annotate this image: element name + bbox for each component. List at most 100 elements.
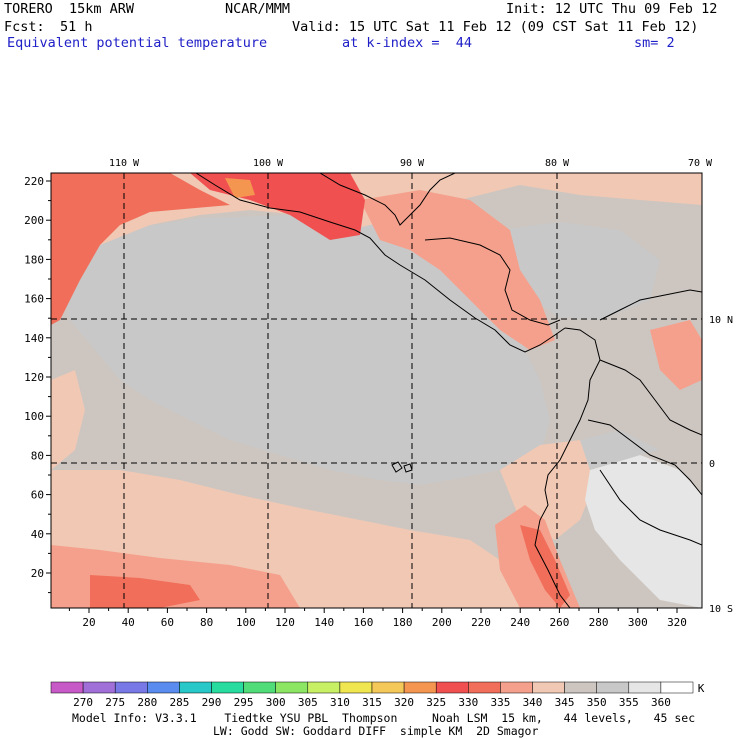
forecast-label: Fcst: bbox=[4, 19, 45, 35]
plot-frame bbox=[50, 172, 703, 609]
latitude-label: 10 N bbox=[709, 315, 733, 326]
x-tick-label: 140 bbox=[314, 616, 334, 629]
field-region-360-land bbox=[585, 455, 702, 608]
colorbar-swatch bbox=[211, 681, 244, 694]
longitude-label: 90 W bbox=[400, 158, 425, 169]
colorbar-swatch bbox=[307, 681, 341, 694]
colorbar-swatch bbox=[275, 681, 309, 694]
colorbar-swatch bbox=[596, 681, 630, 694]
colorbar-label: 285 bbox=[169, 696, 189, 709]
y-tick-label: 100 bbox=[24, 410, 44, 423]
y-axis-ticks: 220 200 180 160 140 120 100 80 60 40 20 bbox=[24, 175, 51, 594]
model-info-line2: LW: Godd SW: Goddard DIFF simple KM 2D S… bbox=[213, 724, 539, 738]
x-tick-label: 240 bbox=[510, 616, 530, 629]
latitude-labels: 10 N 0 10 S bbox=[709, 315, 733, 615]
colorbar-swatch bbox=[114, 681, 148, 694]
colorbar-label: 355 bbox=[619, 696, 639, 709]
organization-label: NCAR/MMM bbox=[225, 1, 291, 17]
x-axis-ticks: 20 40 60 80 100 120 140 160 180 200 220 240 260 280 30… bbox=[68, 608, 687, 629]
longitude-label: 100 W bbox=[253, 158, 284, 169]
colorbar-swatch bbox=[532, 681, 565, 694]
colorbar-label: 360 bbox=[651, 696, 671, 709]
field-region-325-mexico bbox=[225, 178, 255, 198]
y-tick-label: 120 bbox=[24, 371, 44, 384]
smoothing-label: sm= 2 bbox=[634, 35, 675, 51]
x-tick-label: 120 bbox=[275, 616, 295, 629]
y-tick-label: 20 bbox=[31, 567, 44, 580]
colorbar-label: 345 bbox=[555, 696, 575, 709]
colorbar-swatch bbox=[500, 681, 533, 694]
x-tick-label: 20 bbox=[82, 616, 95, 629]
y-tick-label: 80 bbox=[31, 449, 44, 462]
colombia-border bbox=[599, 359, 702, 436]
coastlines bbox=[195, 173, 702, 608]
x-tick-label: 320 bbox=[667, 616, 687, 629]
colorbar-label: 305 bbox=[298, 696, 318, 709]
colorbar-label: 290 bbox=[202, 696, 222, 709]
colorbar-label: 350 bbox=[587, 696, 607, 709]
peru-border bbox=[599, 469, 702, 546]
x-tick-label: 260 bbox=[549, 616, 569, 629]
ecuador-border bbox=[587, 419, 702, 496]
colorbar-label: 310 bbox=[330, 696, 350, 709]
colorbar-swatch bbox=[628, 681, 662, 694]
x-tick-label: 160 bbox=[353, 616, 373, 629]
y-tick-label: 180 bbox=[24, 253, 44, 266]
colorbar-swatch bbox=[179, 681, 212, 694]
colorbar-swatch bbox=[82, 681, 116, 694]
x-tick-label: 180 bbox=[393, 616, 413, 629]
colorbar: 270 275 280 285 290 295 300 305 310 315 320 325 330 3… bbox=[50, 681, 705, 709]
colorbar-swatch bbox=[243, 681, 276, 694]
field-region-340-east bbox=[650, 320, 702, 390]
y-tick-label: 220 bbox=[24, 175, 44, 188]
colorbar-label: 335 bbox=[490, 696, 510, 709]
x-tick-label: 100 bbox=[236, 616, 256, 629]
x-tick-label: 60 bbox=[161, 616, 174, 629]
lat-lon-grid bbox=[51, 173, 702, 608]
colorbar-swatch bbox=[50, 681, 84, 694]
colorbar-label: 320 bbox=[394, 696, 414, 709]
field-region-350b bbox=[500, 222, 660, 320]
colorbar-swatch bbox=[435, 681, 469, 694]
colorbar-swatch bbox=[147, 681, 180, 694]
y-tick-label: 60 bbox=[31, 489, 44, 502]
x-tick-label: 220 bbox=[471, 616, 491, 629]
field-region-340-central-america bbox=[360, 190, 555, 350]
central-america-caribbean-coast bbox=[424, 237, 561, 326]
colorbar-label: 270 bbox=[73, 696, 93, 709]
level-label: at k-index = 44 bbox=[342, 35, 473, 51]
latitude-label: 10 S bbox=[709, 604, 733, 615]
longitude-label: 110 W bbox=[109, 158, 140, 169]
model-info-line1: Model Info: V3.3.1 Tiedtke YSU PBL Thomp… bbox=[72, 711, 696, 725]
forecast-hours: 51 h bbox=[60, 19, 93, 35]
x-tick-label: 40 bbox=[122, 616, 135, 629]
colorbar-label: 325 bbox=[426, 696, 446, 709]
longitude-label: 80 W bbox=[545, 158, 570, 169]
field-region-355-land bbox=[580, 430, 660, 470]
field-region-345-west bbox=[51, 370, 85, 470]
longitude-labels: 110 W 100 W 90 W 80 W 70 W bbox=[109, 158, 713, 169]
field-region-335-northwest bbox=[51, 173, 230, 325]
x-tick-label: 80 bbox=[200, 616, 213, 629]
colorbar-label: 300 bbox=[266, 696, 286, 709]
colombia-coastline bbox=[534, 327, 601, 608]
colorbar-swatch bbox=[403, 681, 437, 694]
field-region-335-southwest bbox=[90, 575, 200, 608]
x-tick-label: 300 bbox=[628, 616, 648, 629]
longitude-label: 70 W bbox=[688, 158, 713, 169]
y-tick-label: 200 bbox=[24, 214, 44, 227]
colorbar-swatch bbox=[660, 681, 694, 694]
venezuela-coastline bbox=[599, 289, 702, 321]
x-tick-label: 200 bbox=[432, 616, 452, 629]
colorbar-label: 330 bbox=[458, 696, 478, 709]
y-tick-label: 40 bbox=[31, 528, 44, 541]
theta-e-field bbox=[51, 173, 702, 608]
colorbar-unit: K bbox=[698, 682, 705, 695]
colorbar-swatch bbox=[564, 681, 597, 694]
colorbar-swatch bbox=[371, 681, 405, 694]
colorbar-swatch bbox=[468, 681, 501, 694]
field-name: Equivalent potential temperature bbox=[7, 35, 268, 51]
yucatan-coastline bbox=[319, 173, 456, 226]
colorbar-label: 340 bbox=[523, 696, 543, 709]
